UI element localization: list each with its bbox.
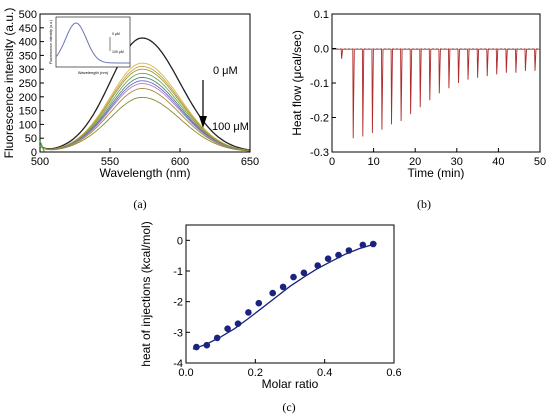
panel-a-arrow-head — [199, 116, 207, 128]
panel-a-ytick-label-7: 350 — [19, 50, 37, 62]
panel-a-label: (a) — [133, 197, 146, 211]
spectrum-curve-0 — [39, 37, 251, 151]
panel-b-ytick-label-3: -0.2 — [310, 113, 329, 125]
panel-c-ylabel: heat of injections (kcal/mol) — [139, 221, 153, 366]
spectrum-edge-mark — [39, 140, 45, 152]
panel-a-xlabel: Wavelength (nm) — [100, 166, 191, 180]
panel-a-xtick-label-0: 500 — [31, 156, 49, 168]
panel-a-ytick-label-10: 500 — [19, 9, 37, 21]
panel-a-ticks: 500 550 600 6500501001502002503003504004505… — [19, 9, 260, 168]
panel-b-xtick-label-2: 20 — [409, 156, 421, 168]
injection-point-1 — [203, 341, 211, 349]
panel-a-annotation-bottom: 100 μM — [212, 121, 249, 133]
injection-point-8 — [279, 283, 287, 291]
panel-b-ylabel: Heat flow (μcal/sec) — [290, 30, 304, 136]
panel-c: 0.0 0.2 0.4 0.6 0 -1 -2 -3 -4 Molar ratio heat o… — [139, 221, 402, 414]
panel-a-ytick-label-2: 100 — [19, 119, 37, 131]
panel-b-xtick-label-3: 30 — [451, 156, 463, 168]
panel-c-xlabel: Molar ratio — [262, 377, 319, 391]
panel-c-ytick-label-3: -3 — [173, 327, 183, 339]
panel-a-ytick-label-8: 400 — [19, 37, 37, 49]
panel-c-label: (c) — [282, 400, 295, 414]
panel-a-ytick-label-9: 450 — [19, 23, 37, 35]
panel-b: 0 10 20 30 40 50 0.1 0.0 -0.1 -0.2 -0.3 Time (min)… — [290, 9, 546, 211]
panel-c-xtick-label-0: 0.0 — [178, 367, 193, 379]
panel-a-inset-ylabel: Fluorescence intensity (a.u.) — [49, 20, 53, 64]
injection-point-16 — [369, 240, 377, 248]
panel-a-ytick-label-6: 300 — [19, 64, 37, 76]
injection-point-12 — [324, 255, 332, 262]
panel-c-ytick-label-0: 0 — [177, 235, 183, 247]
injection-point-11 — [314, 262, 322, 269]
panel-a: 500 550 600 6500501001502002503003504004505… — [2, 8, 259, 211]
panel-c-fit-line — [192, 242, 377, 350]
panel-b-ytick-label-2: -0.1 — [310, 78, 329, 90]
injection-point-3 — [224, 325, 231, 333]
panel-a-xtick-label-1: 550 — [101, 156, 119, 168]
panel-c-ytick-label-1: -1 — [173, 266, 183, 278]
panel-b-xtick-label-0: 0 — [329, 156, 335, 168]
panel-a-xtick-label-3: 650 — [241, 156, 259, 168]
panel-a-xtick-label-2: 600 — [171, 156, 189, 168]
panel-c-ytick-label-4: -4 — [173, 358, 183, 370]
heat-flow-trace — [331, 48, 541, 139]
panel-b-ticks: 0 10 20 30 40 50 0.1 0.0 -0.1 -0.2 -0.3 — [310, 9, 546, 168]
panel-c-points — [193, 240, 377, 351]
spectrum-curve-4 — [39, 72, 251, 152]
panel-b-xtick-label-5: 50 — [534, 156, 546, 168]
panel-c-ticks: 0.0 0.2 0.4 0.6 0 -1 -2 -3 -4 — [173, 235, 401, 379]
panel-a-inset-xlabel: Wavelength (nm) — [78, 70, 109, 75]
panel-b-xlabel: Time (min) — [408, 166, 465, 180]
spectrum-curve-8 — [39, 88, 251, 152]
panel-a-ytick-label-1: 50 — [25, 133, 37, 145]
injection-point-7 — [269, 289, 277, 297]
panel-b-trace — [331, 48, 541, 139]
panel-c-ytick-label-2: -2 — [173, 297, 183, 309]
injection-point-2 — [213, 334, 221, 342]
panel-b-xtick-label-1: 10 — [367, 156, 379, 168]
panel-a-inset: Wavelength (nm) Fluorescence intensity (… — [49, 16, 131, 75]
panel-a-inset-frame — [55, 16, 131, 68]
spectrum-curve-9 — [39, 96, 251, 152]
panel-a-inset-annotation-bottom: 100 μM — [112, 50, 124, 54]
panel-b-ytick-label-1: 0.0 — [314, 44, 329, 56]
panel-a-annotation-top: 0 μM — [213, 65, 238, 77]
panel-a-inset-annotation-top: 0 μM — [112, 32, 120, 36]
injection-point-15 — [359, 241, 367, 249]
injection-point-4 — [234, 320, 242, 328]
injection-point-6 — [255, 299, 263, 307]
injection-point-0 — [193, 343, 200, 351]
injection-point-10 — [300, 269, 308, 277]
panel-c-xtick-label-3: 0.6 — [386, 367, 401, 379]
panel-a-curves — [39, 37, 251, 152]
panel-c-frame — [185, 224, 395, 364]
panel-a-ytick-label-0: 0 — [31, 147, 37, 159]
injection-point-9 — [290, 273, 297, 281]
panel-a-ytick-label-4: 200 — [19, 92, 37, 104]
panel-b-ytick-label-4: -0.3 — [310, 147, 329, 159]
injection-point-14 — [345, 247, 353, 254]
panel-c-xtick-label-1: 0.2 — [248, 367, 263, 379]
panel-a-ytick-label-5: 250 — [19, 78, 37, 90]
panel-a-ylabel: Fluorescence intensity (a.u.) — [2, 8, 16, 159]
panel-b-xtick-label-4: 40 — [492, 156, 504, 168]
panel-a-inset-curve — [55, 22, 130, 64]
injection-point-13 — [335, 251, 342, 259]
injection-point-5 — [245, 309, 252, 316]
panel-a-ytick-label-3: 150 — [19, 106, 37, 118]
panel-b-label: (b) — [417, 197, 431, 211]
panel-b-ytick-label-0: 0.1 — [314, 9, 329, 21]
panel-c-xtick-label-2: 0.4 — [317, 367, 332, 379]
